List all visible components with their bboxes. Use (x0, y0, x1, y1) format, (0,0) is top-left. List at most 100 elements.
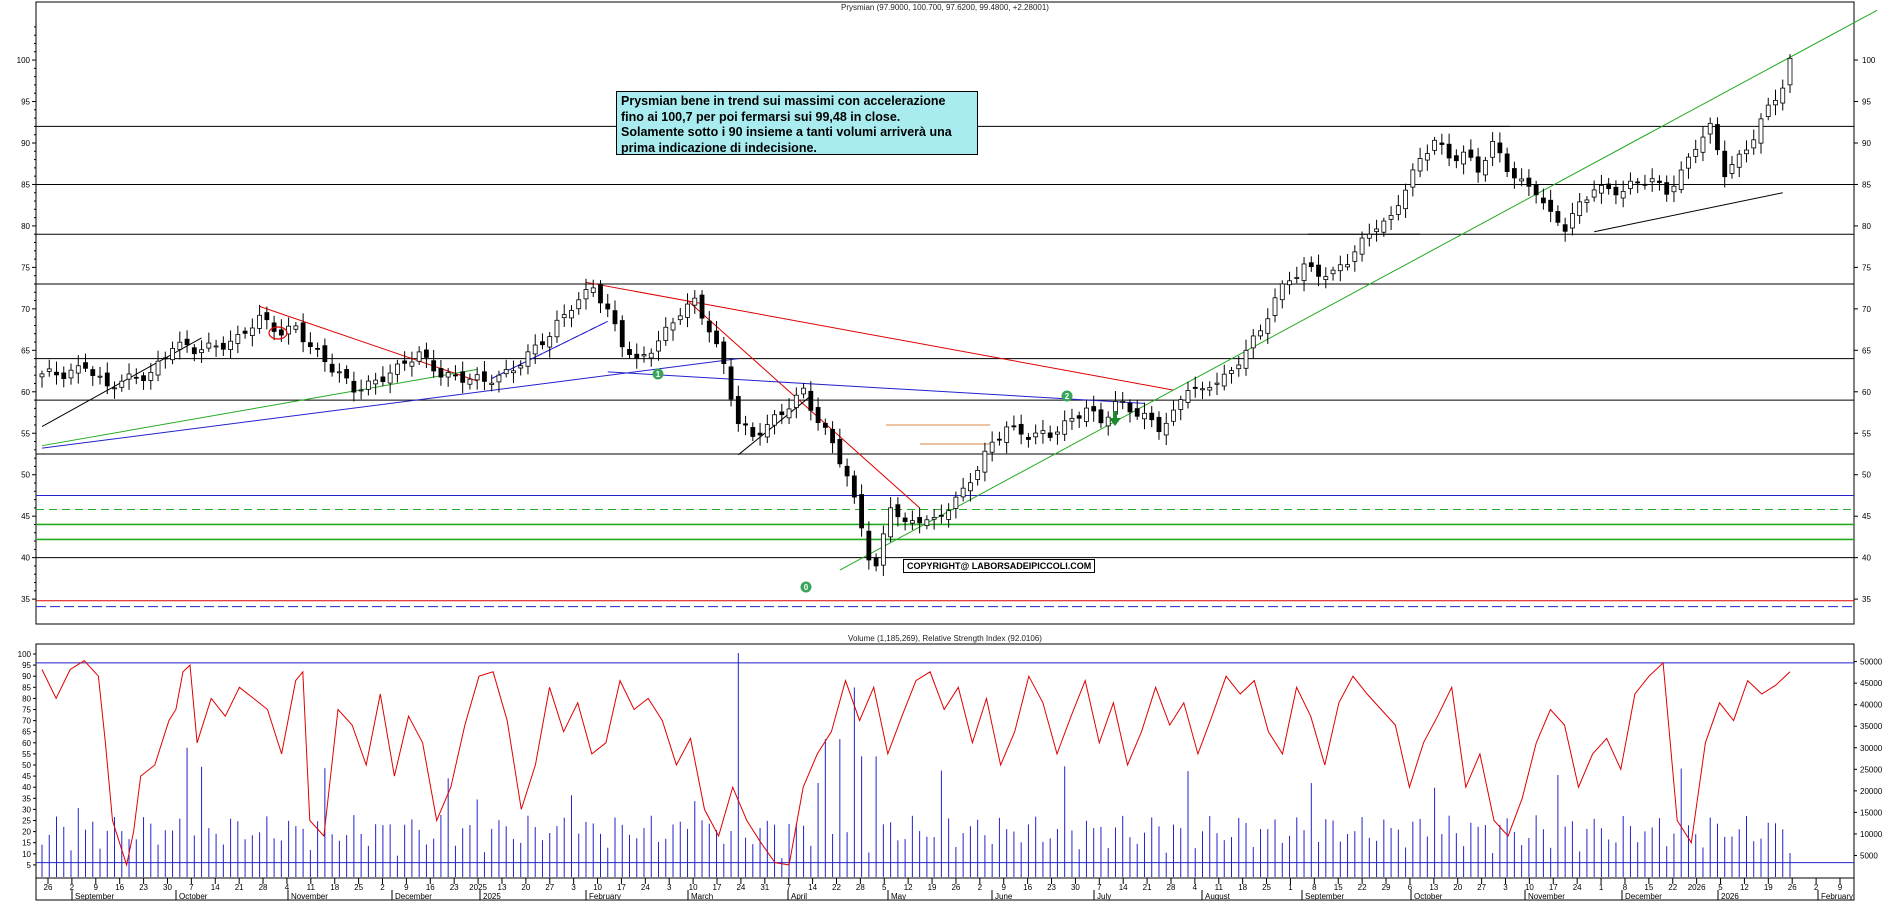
candle-body (1011, 425, 1017, 428)
date-tick-label: 21 (1143, 883, 1152, 892)
rsi-tick-label: 45 (22, 772, 31, 781)
candle-body (1570, 213, 1575, 229)
analysis-note-line: Solamente sotto i 90 insieme a tanti vol… (621, 125, 952, 139)
candle-body (859, 494, 865, 529)
volume-tick-label: 30000 (1860, 744, 1883, 753)
candle-body (315, 347, 321, 350)
price-tick-label: 60 (21, 388, 30, 397)
candle-body (909, 520, 915, 524)
candle-body (1098, 409, 1104, 424)
date-tick-label: 24 (641, 883, 650, 892)
candle-body (641, 354, 647, 357)
date-tick-label: 12 (1740, 883, 1749, 892)
candle-body (184, 338, 190, 346)
candle-body (1142, 412, 1147, 420)
candle-body (445, 372, 451, 378)
price-tick-label: 40 (21, 554, 30, 563)
horizontal-levels (36, 125, 1854, 608)
rsi-tick-label: 50 (22, 761, 31, 770)
candle-body (706, 320, 712, 333)
rsi-tick-label: 70 (22, 717, 31, 726)
price-tick-label: 70 (21, 305, 30, 314)
candle-body (1657, 180, 1662, 183)
candle-body (1693, 148, 1699, 157)
candle-body (1207, 387, 1213, 391)
candle-body (1330, 269, 1336, 275)
candle-body (90, 369, 96, 376)
candle-body (1468, 149, 1474, 158)
date-tick-label: 14 (808, 883, 817, 892)
candle-body (1729, 164, 1735, 174)
candle-body (1308, 262, 1314, 267)
rsi-levels (36, 662, 1854, 864)
candle-body (982, 450, 988, 473)
price-axis-left: 35 40 45 50 55 60 65 70 75 80 85 90 95 100 (17, 26, 36, 604)
candle-body (235, 334, 241, 344)
volume-tick-label: 50000 (1860, 658, 1883, 667)
candle-body (293, 325, 299, 330)
candle-body (1751, 139, 1757, 149)
price-tick-label: 95 (21, 98, 30, 107)
marker-circle (800, 581, 812, 593)
candle-body (431, 360, 437, 372)
candle-body (547, 336, 553, 348)
price-tick-label: 80 (21, 222, 30, 231)
candle-body (815, 407, 821, 423)
candle-body (307, 342, 313, 348)
candle-body (605, 303, 611, 310)
marker-label: 1 (656, 370, 661, 379)
date-tick-label: 15 (1644, 883, 1653, 892)
candle-body (518, 365, 524, 369)
rsi-tick-label: 30 (22, 805, 31, 814)
candle-body (1359, 237, 1365, 255)
candle-body (1047, 432, 1053, 438)
candle-body (1185, 390, 1191, 403)
date-tick-label: 23 (1047, 883, 1056, 892)
candle-body (1055, 431, 1060, 435)
candle-body (453, 374, 458, 377)
candle-body (786, 408, 792, 419)
candle-body (793, 394, 799, 408)
candle-body (975, 470, 981, 480)
month-tick-label: 2025 (483, 892, 501, 901)
candle-body (1026, 436, 1031, 440)
candle-body (191, 347, 197, 355)
date-tick-label: 3 (667, 883, 672, 892)
price-tick-label: 50 (1862, 471, 1871, 480)
candle-body (1345, 264, 1350, 268)
candle-body (1243, 349, 1249, 369)
candle-body (764, 424, 770, 438)
candle-body (735, 396, 741, 425)
candle-body (757, 432, 763, 436)
month-tick-label: July (1097, 892, 1111, 901)
chart-markers: 1 2 0 (268, 326, 1121, 593)
price-tick-label: 75 (1862, 263, 1871, 272)
candle-body (1403, 189, 1408, 210)
date-tick-label: 2 (380, 883, 385, 892)
candle-body (1062, 420, 1068, 435)
candle-body (220, 342, 226, 350)
date-tick-label: 7 (1097, 883, 1102, 892)
candle-body (1040, 430, 1046, 434)
candle-body (830, 428, 835, 444)
candle-body (329, 363, 335, 373)
date-tick-label: 13 (1429, 883, 1438, 892)
candle-body (1584, 199, 1590, 203)
date-tick-label: 12 (904, 883, 913, 892)
candle-body (619, 320, 625, 348)
candle-body (801, 387, 806, 395)
date-tick-label: 22 (1358, 883, 1367, 892)
candle-body (1439, 142, 1445, 145)
volume-tick-label: 5000 (1860, 851, 1878, 860)
date-axis-frame (35, 877, 1855, 901)
marker-circle (1061, 390, 1073, 402)
candle-body (1366, 233, 1372, 239)
volume-tick-label: 35000 (1860, 722, 1883, 731)
candle-body (228, 340, 233, 350)
date-tick-label: 28 (1167, 883, 1176, 892)
volume-tick-label: 10000 (1860, 830, 1883, 839)
month-tick-label: 2026 (1721, 892, 1739, 901)
highlight-ellipse (268, 326, 288, 340)
price-tick-label: 75 (21, 263, 30, 272)
candle-body (344, 369, 350, 379)
